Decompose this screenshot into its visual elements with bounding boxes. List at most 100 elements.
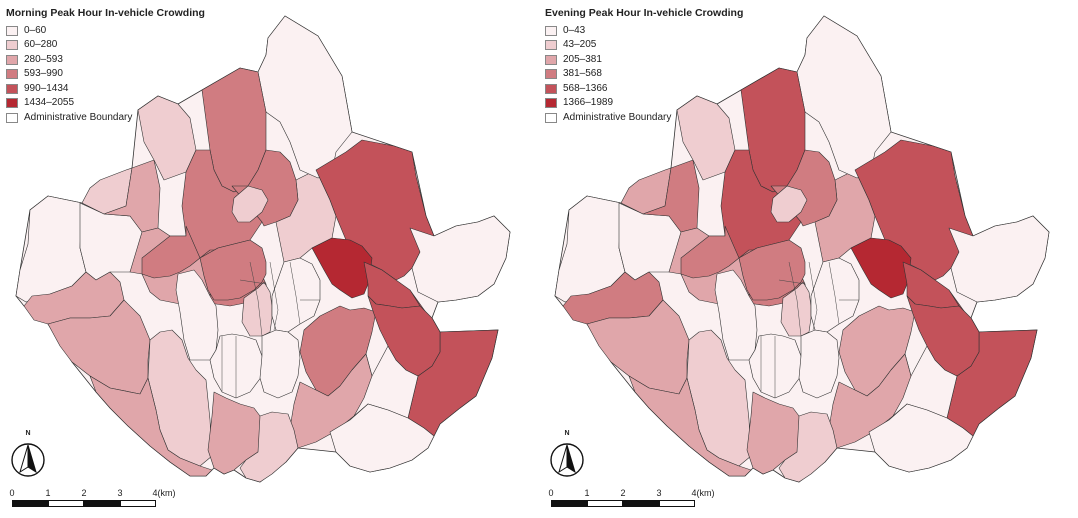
scale-tick-label: 0 bbox=[548, 488, 554, 498]
scale-tick-label: 3 bbox=[656, 488, 662, 498]
scale-tick-label: 3 bbox=[117, 488, 123, 498]
scale-tick-label: 2 bbox=[620, 488, 626, 498]
map-panel-evening: Evening Peak Hour In-vehicle Crowding 0–… bbox=[539, 0, 1078, 518]
legend-label: 60–280 bbox=[24, 39, 58, 50]
administrative-boundary-line bbox=[239, 279, 267, 285]
legend-swatch bbox=[6, 25, 18, 36]
administrative-boundary-line bbox=[778, 279, 806, 285]
legend-item: 1366–1989 bbox=[545, 97, 743, 110]
legend-item: 0–60 bbox=[6, 24, 205, 37]
legend-rows-morning: 0–60 60–280 280–593 593–990 990–1434 1434–205… bbox=[6, 24, 205, 124]
legend-item: 1434–2055 bbox=[6, 97, 205, 110]
map-canvas-morning bbox=[15, 15, 511, 483]
district-region bbox=[738, 239, 806, 301]
administrative-boundary-line bbox=[289, 261, 301, 325]
legend-item: 990–1434 bbox=[6, 82, 205, 95]
legend-swatch bbox=[6, 112, 18, 123]
map-panel-morning: Morning Peak Hour In-vehicle Crowding 0–… bbox=[6, 6, 511, 514]
legend-swatch bbox=[6, 69, 18, 79]
legend-label: 381–568 bbox=[563, 68, 602, 79]
district-region bbox=[367, 295, 441, 377]
north-label: N bbox=[564, 430, 570, 437]
legend-swatch bbox=[545, 69, 557, 79]
administrative-boundary-line bbox=[269, 261, 279, 331]
district-region bbox=[89, 375, 213, 477]
scale-segment bbox=[587, 500, 623, 507]
district-region bbox=[906, 295, 980, 377]
north-arrow-evening: N bbox=[547, 430, 587, 480]
north-arrow-icon bbox=[11, 443, 45, 477]
map-title-morning: Morning Peak Hour In-vehicle Crowding bbox=[6, 7, 205, 19]
scale-segment bbox=[48, 500, 84, 507]
legend-label: 990–1434 bbox=[24, 82, 69, 94]
legend-swatch bbox=[545, 40, 557, 50]
legend-label: 1434–2055 bbox=[24, 97, 75, 108]
district-region bbox=[680, 225, 740, 279]
legend-label: Administrative Boundary bbox=[24, 111, 133, 123]
legend-label: 568–1366 bbox=[563, 82, 608, 94]
legend-item: Administrative Boundary bbox=[545, 111, 743, 124]
district-region bbox=[780, 281, 812, 337]
district-region bbox=[231, 149, 299, 227]
legend-item: 381–568 bbox=[545, 68, 743, 81]
district-region bbox=[770, 185, 808, 223]
district-region bbox=[199, 239, 267, 301]
legend-label: 205–381 bbox=[563, 53, 602, 65]
scale-bar-evening: 0 1 2 3 4(km) bbox=[545, 488, 715, 514]
legend-item: 0–43 bbox=[545, 24, 743, 37]
district-region bbox=[770, 149, 838, 227]
map-canvas-evening bbox=[554, 15, 1050, 483]
legend-label: 593–990 bbox=[24, 68, 63, 79]
north-arrow-icon bbox=[550, 443, 584, 477]
legend-swatch bbox=[545, 54, 557, 65]
legend-label: 0–43 bbox=[563, 24, 586, 36]
administrative-boundary-line bbox=[808, 261, 818, 331]
legend-item: 280–593 bbox=[6, 53, 205, 66]
scale-bar-morning: 0 1 2 3 4(km) bbox=[6, 488, 176, 514]
map-title-evening: Evening Peak Hour In-vehicle Crowding bbox=[545, 7, 744, 19]
district-region bbox=[778, 411, 838, 483]
scale-tick-label: 2 bbox=[81, 488, 87, 498]
legend-swatch bbox=[6, 40, 18, 50]
district-region bbox=[586, 299, 690, 395]
district-region bbox=[948, 215, 1050, 303]
district-region bbox=[798, 329, 840, 399]
north-label: N bbox=[25, 430, 31, 437]
legend-morning: Morning Peak Hour In-vehicle Crowding 0–… bbox=[6, 6, 205, 126]
legend-label: 1366–1989 bbox=[563, 97, 614, 108]
district-region bbox=[259, 329, 301, 399]
scale-tick-label: 0 bbox=[9, 488, 15, 498]
legend-swatch bbox=[6, 98, 18, 108]
district-region bbox=[409, 215, 511, 303]
legend-label: Administrative Boundary bbox=[563, 111, 672, 123]
district-region bbox=[231, 185, 269, 223]
legend-item: 43–205 bbox=[545, 39, 743, 52]
district-region bbox=[239, 411, 299, 483]
legend-swatch bbox=[6, 83, 18, 94]
district-region bbox=[868, 403, 974, 473]
scale-tick-label: 4(km) bbox=[152, 488, 176, 498]
district-region bbox=[329, 403, 435, 473]
scale-segment bbox=[12, 500, 48, 507]
legend-item: 60–280 bbox=[6, 39, 205, 52]
legend-evening: Evening Peak Hour In-vehicle Crowding 0–… bbox=[545, 6, 743, 126]
legend-rows-evening: 0–43 43–205 205–381 381–568 568–1366 1366–198… bbox=[545, 24, 743, 124]
administrative-boundary-line bbox=[788, 261, 802, 337]
legend-swatch bbox=[545, 98, 557, 108]
district-region bbox=[47, 299, 151, 395]
administrative-boundary-line bbox=[828, 261, 840, 325]
scale-tick-label: 1 bbox=[45, 488, 51, 498]
legend-item: Administrative Boundary bbox=[6, 111, 205, 124]
legend-item: 205–381 bbox=[545, 53, 743, 66]
legend-swatch bbox=[6, 54, 18, 65]
scale-segment bbox=[623, 500, 659, 507]
scale-tick-label: 1 bbox=[584, 488, 590, 498]
scale-segment bbox=[659, 500, 695, 507]
district-region bbox=[141, 225, 201, 279]
legend-label: 280–593 bbox=[24, 53, 63, 65]
scale-segment bbox=[120, 500, 156, 507]
scale-segment bbox=[84, 500, 120, 507]
administrative-boundary-line bbox=[249, 261, 263, 337]
legend-item: 568–1366 bbox=[545, 82, 743, 95]
district-region bbox=[628, 375, 752, 477]
